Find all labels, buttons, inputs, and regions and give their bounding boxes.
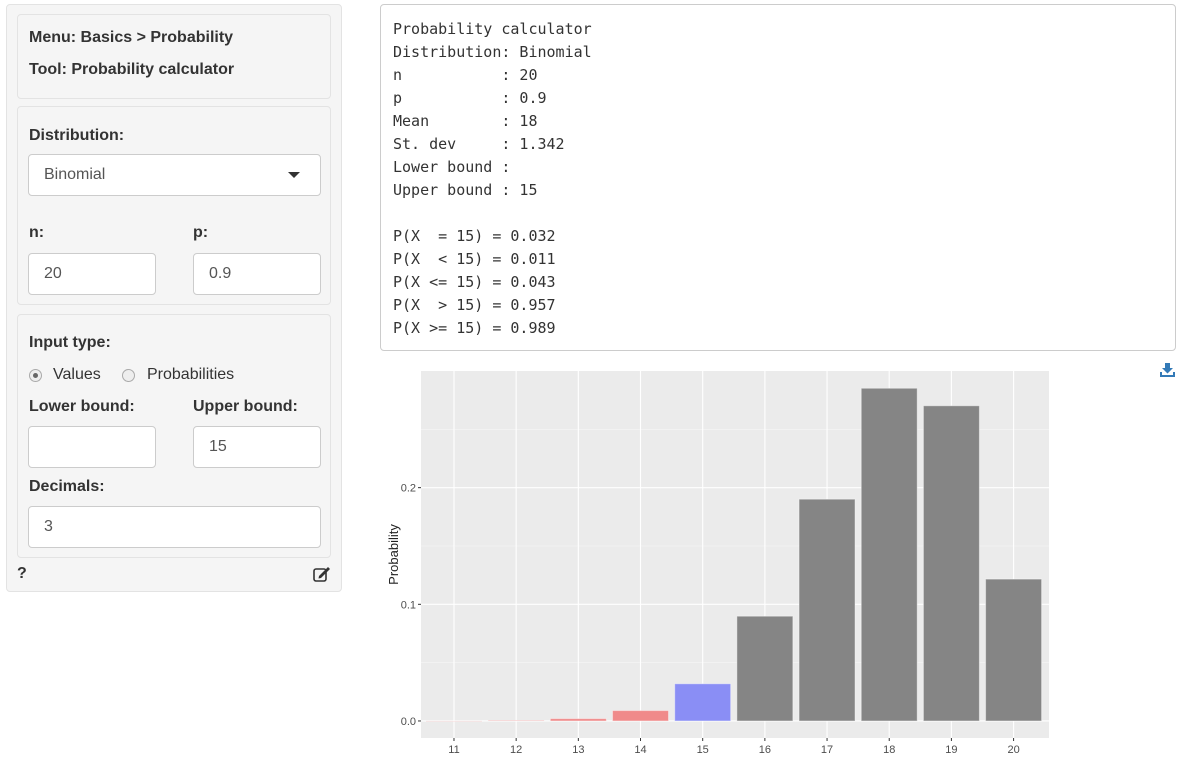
bar-14: [612, 710, 669, 722]
x-tick-label: 19: [945, 744, 957, 756]
output-line: P(X < 15) = 0.011: [393, 250, 556, 268]
y-tick-label: 0.2: [401, 483, 416, 495]
bar-18: [860, 387, 918, 722]
upper-bound-label: Upper bound:: [193, 398, 298, 415]
distribution-panel: Distribution: Binomial n: p: 20 0.9: [17, 106, 331, 305]
x-tick-label: 17: [821, 744, 833, 756]
x-tick-label: 14: [634, 744, 646, 756]
radio-values-label[interactable]: Values: [53, 366, 101, 383]
bar-16: [736, 615, 794, 722]
x-tick-label: 11: [448, 744, 459, 756]
menu-breadcrumb: Menu: Basics > Probability: [29, 29, 234, 46]
x-tick-label: 18: [883, 744, 895, 756]
sidebar: Menu: Basics > Probability Tool: Probabi…: [6, 4, 342, 592]
output-line: p : 0.9: [393, 89, 547, 107]
x-tick-label: 13: [572, 744, 584, 756]
p-input[interactable]: 0.9: [193, 253, 321, 295]
radio-values[interactable]: [29, 369, 42, 382]
output-line: St. dev : 1.342: [393, 135, 565, 153]
bar-17: [798, 498, 856, 722]
radio-probabilities-label[interactable]: Probabilities: [147, 366, 235, 383]
bar-19: [922, 405, 980, 722]
distribution-label: Distribution:: [29, 127, 125, 144]
input-type-label: Input type:: [29, 334, 111, 351]
x-tick-label: 16: [759, 744, 771, 756]
output-line: Upper bound : 15: [393, 181, 538, 199]
output-line: Distribution: Binomial: [393, 43, 592, 61]
bar-15: [674, 683, 732, 722]
decimals-label: Decimals:: [29, 478, 105, 495]
lower-bound-label: Lower bound:: [29, 398, 135, 415]
distribution-select[interactable]: Binomial: [28, 154, 321, 196]
output-line: P(X > 15) = 0.957: [393, 296, 556, 314]
x-tick-label: 20: [1007, 744, 1019, 756]
decimals-input[interactable]: 3: [28, 506, 321, 548]
y-tick-label: 0.1: [401, 599, 416, 611]
output-line: Lower bound :: [393, 158, 511, 176]
upper-bound-input[interactable]: 15: [193, 426, 321, 468]
bar-13: [549, 718, 607, 722]
output-line: n : 20: [393, 66, 538, 84]
menu-panel: Menu: Basics > Probability Tool: Probabi…: [17, 14, 331, 99]
help-button[interactable]: ?: [17, 565, 27, 582]
probability-bar-chart: 0.0 0.1 0.2 11 12 13 14 15 16 17 18 19 20 Probability: [386, 371, 1049, 756]
caret-down-icon: [288, 172, 300, 178]
x-tick-label: 12: [510, 744, 522, 756]
p-label: p:: [193, 224, 209, 241]
distribution-value: Binomial: [44, 166, 106, 183]
y-tick-label: 0.0: [401, 716, 416, 728]
output-line: Probability calculator: [393, 20, 592, 38]
output-line: P(X >= 15) = 0.989: [393, 319, 556, 337]
output-line: Mean : 18: [393, 112, 538, 130]
lower-bound-input[interactable]: [28, 426, 156, 468]
bar-20: [985, 578, 1043, 722]
y-axis-label: Probability: [386, 524, 401, 585]
x-tick-label: 15: [697, 744, 709, 756]
n-input[interactable]: 20: [28, 253, 156, 295]
download-icon[interactable]: [1159, 362, 1176, 378]
output-line: P(X = 15) = 0.032: [393, 227, 556, 245]
tool-title: Tool: Probability calculator: [29, 61, 235, 78]
summary-output: Probability calculator Distribution: Bin…: [380, 4, 1176, 351]
n-label: n:: [29, 224, 45, 241]
edit-report-icon[interactable]: [313, 566, 331, 582]
input-panel: Input type: Values Probabilities Lower b…: [17, 314, 331, 558]
radio-probabilities[interactable]: [122, 369, 135, 382]
output-line: P(X <= 15) = 0.043: [393, 273, 556, 291]
